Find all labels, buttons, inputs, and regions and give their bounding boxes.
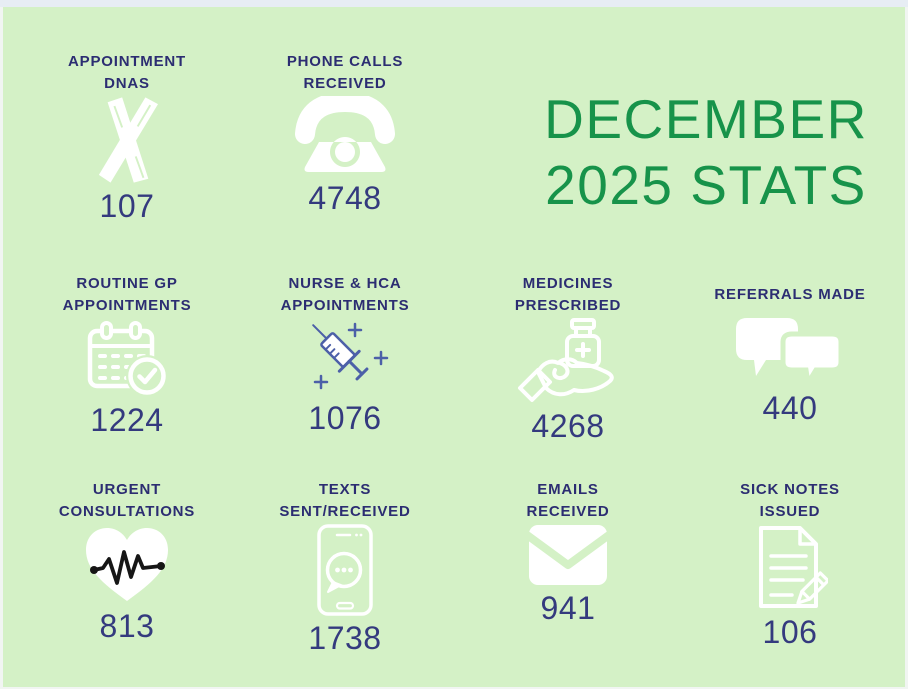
stat-label-line1: URGENT (92, 481, 162, 499)
stat-label: SICK NOTES ISSUED (740, 478, 840, 524)
stat-label-line2: RECEIVED (303, 75, 387, 92)
stat-label: PHONE CALLS RECEIVED (287, 50, 403, 96)
page-top-border (0, 0, 908, 7)
stat-urgent-consultations: URGENT CONSULTATIONS 813 (19, 478, 235, 645)
envelope-icon (529, 524, 607, 586)
stat-label: TEXTS SENT/RECEIVED (279, 478, 410, 524)
stat-label-line1: TEXTS (318, 481, 372, 499)
stat-value: 941 (540, 590, 596, 626)
stat-value: 1738 (308, 620, 382, 656)
stat-label: NURSE & HCA APPOINTMENTS (281, 272, 410, 318)
document-pencil-icon (752, 524, 828, 610)
stat-label: APPOINTMENT DNAS (68, 50, 186, 96)
x-mark-icon (96, 96, 158, 184)
stat-label-line2: SENT/RECEIVED (279, 503, 411, 520)
stat-label-line1: APPOINTMENT (68, 53, 186, 71)
stat-label-line1: ROUTINE GP (76, 275, 178, 293)
stat-label: URGENT CONSULTATIONS (59, 478, 195, 524)
stat-medicines-prescribed: MEDICINES PRESCRIBED 4268 (460, 272, 676, 445)
stat-label: ROUTINE GP APPOINTMENTS (63, 272, 192, 318)
stat-label-line1: SICK NOTES (740, 481, 840, 499)
stat-emails-received: EMAILS RECEIVED 941 (460, 478, 676, 627)
stat-sick-notes-issued: SICK NOTES ISSUED 106 (682, 478, 898, 651)
stat-texts-sent-received: TEXTS SENT/RECEIVED 1738 (237, 478, 453, 657)
stat-label-line2: CONSULTATIONS (58, 503, 196, 520)
stat-value: 106 (762, 614, 818, 650)
title-line-2: 2025 STATS (545, 154, 867, 216)
stat-label: EMAILS RECEIVED (526, 478, 609, 524)
stat-label-line1: REFERRALS MADE (714, 286, 866, 304)
stat-label-line1: MEDICINES (522, 275, 614, 293)
telephone-icon (295, 96, 395, 176)
speech-bubbles-icon (736, 318, 844, 386)
stat-label-line2: APPOINTMENTS (62, 297, 192, 314)
stat-value: 440 (762, 390, 818, 426)
heartbeat-icon (82, 524, 172, 604)
stat-label-line2: APPOINTMENTS (280, 297, 410, 314)
stat-value: 107 (99, 188, 155, 224)
stat-value: 813 (99, 608, 155, 644)
stat-label-line2: PRESCRIBED (514, 297, 622, 314)
syringe-icon (297, 318, 393, 396)
stat-label-line2: RECEIVED (526, 503, 610, 520)
stat-label-line2: ISSUED (759, 503, 821, 520)
stat-phone-calls-received: PHONE CALLS RECEIVED 4748 (237, 50, 453, 217)
stat-label-line1: PHONE CALLS (286, 53, 404, 71)
stat-value: 4268 (531, 408, 605, 444)
stat-value: 4748 (308, 180, 382, 216)
stat-label-line2: DNAS (104, 75, 150, 92)
stat-nurse-hca-appointments: NURSE & HCA APPOINTMENTS 1076 (237, 272, 453, 437)
stat-label-line1: NURSE & HCA (288, 275, 402, 293)
hand-medicine-icon (516, 318, 620, 404)
stat-label: MEDICINES PRESCRIBED (515, 272, 621, 318)
page-title: DECEMBER 2025 STATS (520, 86, 892, 218)
stat-routine-gp-appointments: ROUTINE GP APPOINTMENTS 1224 (19, 272, 235, 439)
stat-referrals-made: REFERRALS MADE 440 (682, 272, 898, 427)
calendar-check-icon (85, 318, 169, 398)
title-line-1: DECEMBER (544, 88, 868, 150)
stat-appointment-dnas: APPOINTMENT DNAS 107 (19, 50, 235, 225)
stat-value: 1224 (90, 402, 164, 438)
stat-label-line1: EMAILS (537, 481, 599, 499)
stat-value: 1076 (308, 400, 382, 436)
stat-label: REFERRALS MADE (714, 272, 865, 318)
phone-chat-icon (317, 524, 373, 616)
